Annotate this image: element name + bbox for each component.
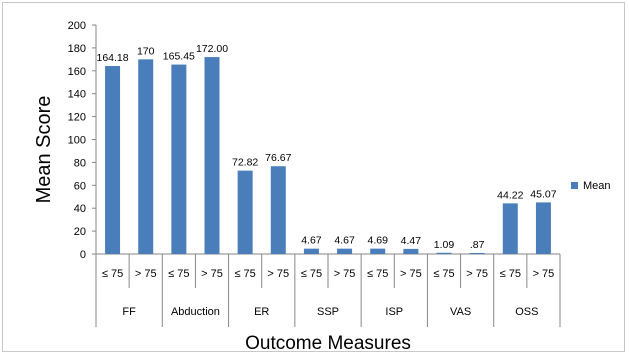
data-label: 76.67	[265, 152, 291, 164]
data-label: 170	[137, 45, 155, 57]
bar	[171, 65, 186, 254]
legend-swatch	[571, 182, 578, 189]
bar	[105, 66, 120, 254]
bar	[337, 249, 352, 254]
bar	[205, 57, 220, 254]
data-label: 4.69	[367, 235, 388, 247]
bar	[370, 249, 385, 254]
data-label: 172.00	[196, 43, 228, 55]
subcategory-label: ≤ 75	[367, 268, 388, 280]
data-label: 44.22	[497, 189, 523, 201]
subcategory-label: ≤ 75	[500, 268, 521, 280]
group-label: OSS	[515, 306, 538, 318]
y-tick-label: 100	[68, 135, 86, 147]
subcategory-label: > 75	[533, 268, 555, 280]
bar	[271, 166, 286, 254]
subcategory-label: ≤ 75	[168, 268, 189, 280]
y-tick-label: 20	[74, 226, 86, 238]
subcategory-label: ≤ 75	[102, 268, 123, 280]
group-label: SSP	[317, 306, 339, 318]
bar	[304, 249, 319, 254]
group-label: VAS	[450, 306, 471, 318]
x-axis-title: Outcome Measures	[245, 333, 411, 354]
data-label: 164.18	[97, 52, 129, 64]
subcategory-label: > 75	[400, 268, 422, 280]
y-tick-label: 180	[68, 43, 86, 55]
subcategory-label: > 75	[334, 268, 356, 280]
subcategory-label: > 75	[466, 268, 488, 280]
y-tick-label: 160	[68, 66, 86, 78]
bar	[138, 59, 153, 254]
y-tick-label: 200	[68, 20, 86, 32]
y-tick-label: 40	[74, 203, 86, 215]
data-label: 4.47	[401, 235, 422, 247]
subcategory-label: > 75	[201, 268, 223, 280]
data-label: .87	[470, 239, 485, 251]
group-label: Abduction	[171, 306, 220, 318]
bar	[437, 253, 452, 254]
data-label: 4.67	[301, 235, 322, 247]
data-label: 4.67	[334, 235, 355, 247]
y-tick-label: 120	[68, 112, 86, 124]
subcategory-label: > 75	[135, 268, 157, 280]
bar	[238, 171, 253, 254]
y-tick-label: 80	[74, 157, 86, 169]
legend-label: Mean	[583, 180, 611, 192]
bar	[403, 249, 418, 254]
data-label: 72.82	[232, 157, 258, 169]
y-tick-label: 0	[80, 249, 86, 261]
data-label: 45.07	[530, 188, 556, 200]
subcategory-label: > 75	[267, 268, 289, 280]
subcategory-label: ≤ 75	[301, 268, 322, 280]
subcategory-label: ≤ 75	[234, 268, 255, 280]
y-tick-label: 60	[74, 180, 86, 192]
bar	[503, 203, 518, 254]
data-label: 165.45	[163, 51, 195, 63]
group-label: ISP	[385, 306, 403, 318]
group-label: FF	[122, 306, 136, 318]
subcategory-label: ≤ 75	[433, 268, 454, 280]
bar	[536, 202, 551, 254]
y-tick-label: 140	[68, 89, 86, 101]
group-label: ER	[254, 306, 269, 318]
bar	[470, 253, 485, 254]
data-label: 1.09	[434, 239, 455, 251]
y-axis-title: Mean Score	[33, 96, 55, 204]
